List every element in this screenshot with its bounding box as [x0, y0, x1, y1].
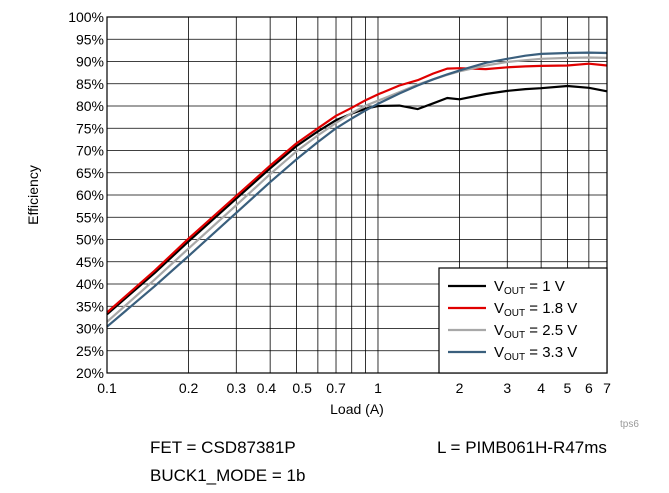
legend-label-1: VOUT = 1 V — [494, 278, 565, 297]
mode-note: BUCK1_MODE = 1b — [150, 466, 306, 485]
y-tick-label: 100% — [68, 9, 104, 25]
x-tick-label: 0.1 — [97, 380, 117, 396]
y-tick-label: 30% — [76, 321, 104, 337]
y-tick-label: 70% — [76, 143, 104, 159]
y-tick-label: 80% — [76, 98, 104, 114]
y-tick-label: 20% — [76, 365, 104, 381]
fet-note: FET = CSD87381P — [150, 438, 296, 457]
y-tick-label: 25% — [76, 343, 104, 359]
legend-label-3: VOUT = 2.5 V — [494, 322, 577, 341]
y-tick-label: 40% — [76, 276, 104, 292]
y-tick-label: 75% — [76, 120, 104, 136]
series-line-2 — [106, 62, 608, 314]
inductor-note: L = PIMB061H-R47ms — [437, 438, 607, 457]
legend: VOUT = 1 V VOUT = 1.8 V VOUT = 2.5 V VOUT =… — [438, 267, 608, 374]
y-tick-label: 95% — [76, 31, 104, 47]
x-tick-label: 0.7 — [326, 380, 346, 396]
y-tick-label: 90% — [76, 54, 104, 70]
x-tick-label: 6 — [585, 380, 593, 396]
plot-border — [106, 16, 608, 374]
x-tick-label: 0.2 — [179, 380, 199, 396]
series-line-3 — [106, 56, 608, 323]
x-tick-label: 5 — [564, 380, 572, 396]
y-tick-label: 60% — [76, 187, 104, 203]
series-line-4 — [106, 51, 608, 328]
source-tag: tps6 — [620, 419, 639, 430]
legend-label-4: VOUT = 3.3 V — [494, 344, 577, 363]
legend-box — [438, 267, 608, 374]
legend-label-2: VOUT = 1.8 V — [494, 300, 577, 319]
y-tick-label: 45% — [76, 254, 104, 270]
y-tick-label: 65% — [76, 165, 104, 181]
y-axis-title: Efficiency — [25, 165, 41, 225]
x-tick-label: 2 — [456, 380, 464, 396]
y-tick-label: 85% — [76, 76, 104, 92]
series-line-1 — [106, 84, 608, 316]
y-tick-label: 35% — [76, 298, 104, 314]
x-tick-label: 0.4 — [257, 380, 277, 396]
y-tick-label: 50% — [76, 232, 104, 248]
x-axis-title: Load (A) — [330, 401, 384, 417]
efficiency-chart: 20% 25% 30% 35% 40% 45% 50% 55% 60% 65% 70% 75% 80% 8… — [25, 9, 611, 417]
y-tick-label: 55% — [76, 209, 104, 225]
x-tick-label: 1 — [374, 380, 382, 396]
x-tick-label: 0.3 — [227, 380, 247, 396]
x-tick-label: 4 — [537, 380, 545, 396]
x-tick-label: 3 — [503, 380, 511, 396]
x-tick-label: 0.5 — [292, 380, 312, 396]
x-tick-label: 7 — [603, 380, 611, 396]
